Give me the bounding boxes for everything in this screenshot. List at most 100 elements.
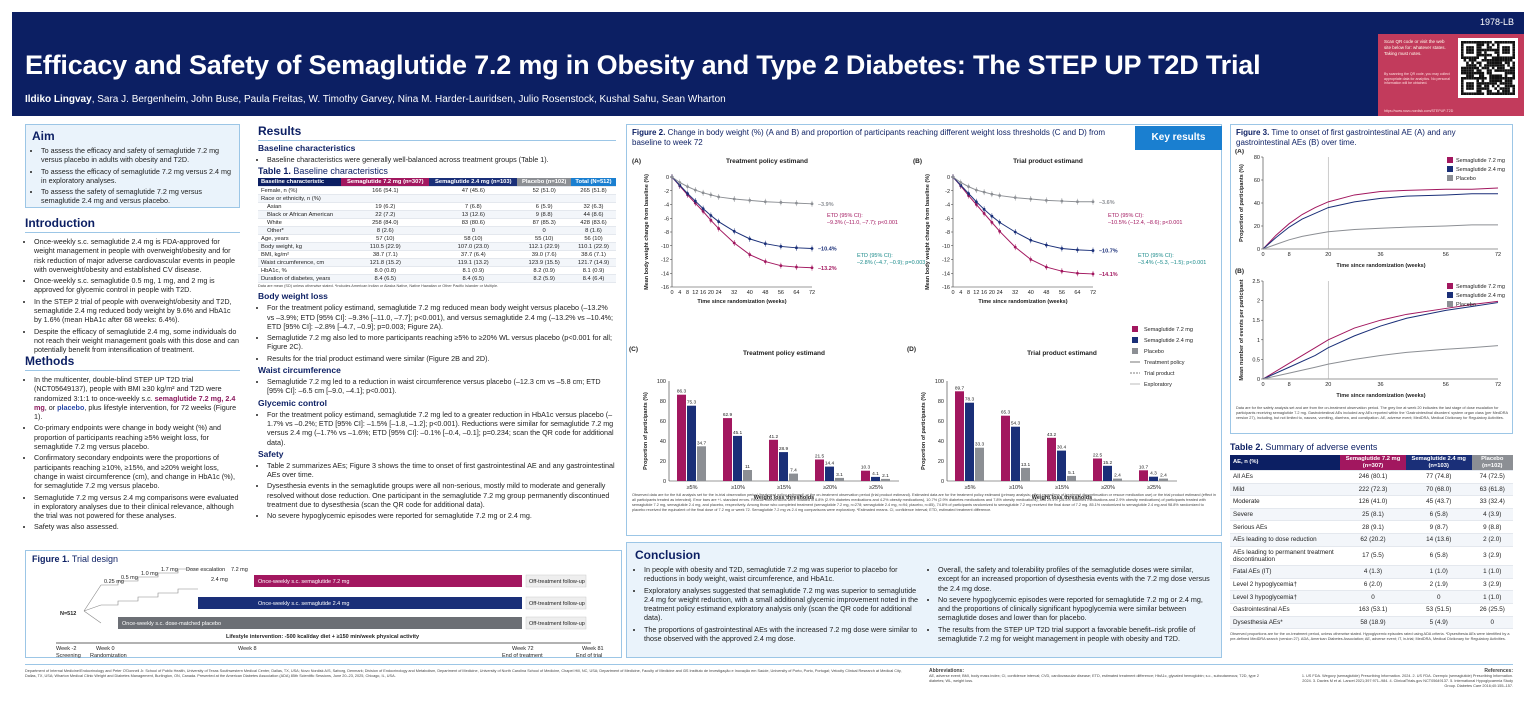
qr-module bbox=[1463, 41, 1467, 44]
legend-swatch bbox=[1447, 175, 1453, 181]
panel-title: Treatment policy estimand bbox=[726, 158, 808, 165]
table-cell: 110.1 (22.9) bbox=[571, 242, 616, 252]
y-tick-label: 1 bbox=[1257, 338, 1260, 344]
references-text: 1. US FDA. Wegovy (semaglutide) Prescrib… bbox=[1301, 674, 1513, 688]
qr-module bbox=[1476, 43, 1479, 47]
y-tick-label: 0 bbox=[941, 479, 944, 485]
qr-module bbox=[1489, 69, 1492, 72]
bar bbox=[1149, 476, 1158, 481]
table-row: BMI, kg/m² 38.7 (7.1) 37.7 (6.4) 39.0 (7.6)… bbox=[258, 250, 616, 260]
qr-module bbox=[1497, 61, 1500, 65]
bar bbox=[743, 470, 752, 481]
table-cell: 39.0 (7.6) bbox=[517, 250, 571, 260]
t2-col-header: AE, n (%) bbox=[1230, 455, 1341, 471]
table-cell: 166 (54.1) bbox=[341, 186, 430, 196]
qr-module bbox=[1497, 77, 1500, 80]
data-point bbox=[779, 201, 783, 204]
fig3-subtitle: Time to onset of first gastrointestinal … bbox=[1236, 128, 1456, 147]
data-point bbox=[1013, 230, 1017, 234]
qr-module bbox=[1481, 87, 1485, 90]
qr-module bbox=[1471, 92, 1474, 95]
qr-module bbox=[1476, 71, 1479, 75]
qr-module bbox=[1476, 89, 1479, 93]
table-cell: 110.5 (22.9) bbox=[341, 242, 430, 252]
qr-module bbox=[1476, 41, 1479, 44]
qr-module bbox=[1502, 92, 1505, 95]
table-cell: Other* bbox=[258, 226, 342, 236]
y-axis-label: Proportion of participants (%) bbox=[1239, 164, 1245, 242]
qr-module bbox=[1486, 43, 1490, 47]
qr-module bbox=[1504, 59, 1508, 62]
x-tick-label: 48 bbox=[1043, 290, 1049, 296]
table-cell: 6 (5.9) bbox=[517, 202, 571, 212]
qr-module bbox=[1497, 51, 1500, 54]
qr-module bbox=[1491, 56, 1495, 59]
table-cell: All AEs bbox=[1230, 470, 1341, 484]
data-point bbox=[982, 207, 986, 211]
y-tick-label: -8 bbox=[664, 230, 669, 236]
x-tick-label: 16 bbox=[700, 290, 706, 296]
table-row: HbA1c, % 8.0 (0.8) 8.1 (0.9) 8.2 (0.9) 8.1 (… bbox=[258, 266, 616, 276]
qr-module bbox=[1509, 92, 1513, 95]
y-tick-label: 60 bbox=[1254, 178, 1260, 184]
data-point bbox=[670, 175, 674, 179]
y-tick-label: 60 bbox=[660, 419, 666, 425]
table-cell: 8.2 (0.9) bbox=[517, 266, 571, 276]
figure-2-footnote: Observed data are for the full analysis … bbox=[632, 493, 1217, 512]
panel-title: Trial product estimand bbox=[1027, 350, 1097, 357]
qr-module bbox=[1471, 69, 1474, 72]
qr-box[interactable]: Scan QR code or visit the web site below… bbox=[1378, 34, 1524, 116]
legend-label: Treatment policy bbox=[1144, 360, 1185, 366]
figure-1-title: Figure 1. Trial design bbox=[32, 554, 118, 564]
qr-module bbox=[1468, 66, 1472, 70]
table-cell: 3 (2.9) bbox=[1471, 546, 1513, 567]
qr-code-icon[interactable] bbox=[1458, 38, 1518, 98]
table-cell: 126 (41.0) bbox=[1340, 495, 1406, 509]
methods-item: Semaglutide 7.2 mg versus 2.4 mg compari… bbox=[34, 493, 240, 521]
introduction-section: Introduction Once-weekly s.c. semaglutid… bbox=[25, 216, 240, 357]
qr-module bbox=[1494, 56, 1497, 59]
dose-escalation-label: Dose escalation bbox=[186, 567, 225, 573]
table-cell: 2 (2.0) bbox=[1471, 533, 1513, 547]
qr-url[interactable]: https://www.novo-nordisk.com/STEPUP-T2D bbox=[1384, 109, 1454, 113]
qr-module bbox=[1466, 92, 1469, 95]
key-results-button[interactable]: Key results bbox=[1135, 126, 1222, 150]
data-point bbox=[998, 220, 1002, 224]
qr-module bbox=[1476, 53, 1479, 57]
qr-module bbox=[1502, 59, 1505, 62]
qr-module bbox=[1476, 79, 1479, 83]
abbreviations-text: AE, adverse event; BMI, body mass index;… bbox=[929, 674, 1259, 683]
qr-module bbox=[1486, 92, 1490, 95]
qr-module bbox=[1476, 87, 1479, 90]
bar-value-label: 43.2 bbox=[1047, 432, 1057, 438]
legend-swatch bbox=[1132, 348, 1138, 354]
qr-module bbox=[1502, 69, 1505, 72]
series-line bbox=[1262, 302, 1499, 380]
table-cell: 44 (8.6) bbox=[571, 210, 616, 220]
table-row: Age, years 57 (10) 58 (10) 55 (10) 56 (10) bbox=[258, 234, 616, 244]
qr-module bbox=[1489, 79, 1492, 83]
end-value-label: –10.7% bbox=[1099, 249, 1118, 255]
qr-module bbox=[1499, 87, 1503, 90]
lead-author: Ildiko Lingvay bbox=[25, 94, 92, 105]
table-row: AEs leading to permanent treatment disco… bbox=[1230, 546, 1513, 567]
qr-module bbox=[1463, 69, 1467, 72]
table-cell: 0 bbox=[429, 226, 518, 236]
qr-module bbox=[1484, 84, 1487, 88]
methods-heading: Methods bbox=[25, 354, 240, 371]
bar-value-label: 7.4 bbox=[790, 468, 797, 474]
bar bbox=[835, 477, 844, 481]
qr-module bbox=[1502, 46, 1505, 49]
table-row: Dysesthesia AEs* 58 (18.9) 5 (4.9) 0 bbox=[1230, 616, 1513, 630]
bar bbox=[815, 459, 824, 481]
panel-label: (C) bbox=[629, 346, 638, 353]
week-sublabel: End of treatment bbox=[502, 653, 543, 659]
x-tick-label: 8 bbox=[686, 290, 689, 296]
table-cell: HbA1c, % bbox=[258, 266, 342, 276]
y-axis-label: Mean body weight change from baseline (%… bbox=[925, 174, 931, 290]
qr-module bbox=[1512, 77, 1515, 80]
t1-col-header: Semaglutide 7.2 mg (n=307) bbox=[341, 178, 430, 188]
y-tick-label: -6 bbox=[664, 216, 669, 222]
x-tick-label: 20 bbox=[708, 290, 714, 296]
